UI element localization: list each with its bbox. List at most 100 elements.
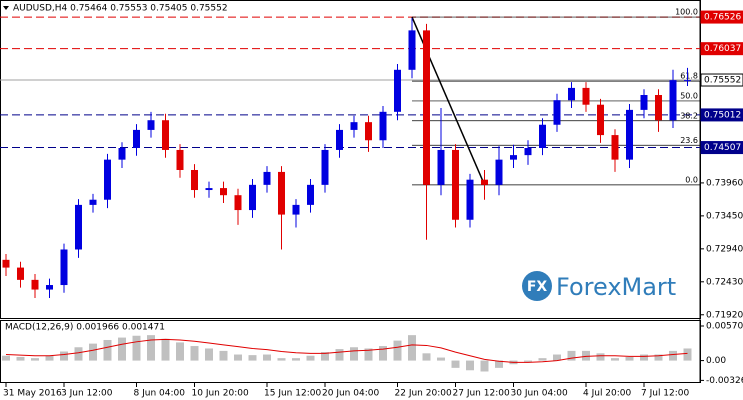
macd-bar <box>408 335 416 361</box>
macd-bar <box>248 355 257 361</box>
macd-bar <box>553 354 561 361</box>
macd-bar <box>582 350 590 361</box>
price-label: 0.76037 <box>704 44 741 54</box>
macd-bar <box>277 358 286 361</box>
candle-body <box>510 155 517 160</box>
candle-body <box>423 30 430 185</box>
macd-bar <box>538 358 547 361</box>
candle-body <box>611 135 619 160</box>
candle-body <box>524 148 532 156</box>
candle-body <box>17 267 24 280</box>
watermark: FX ForexMart <box>522 271 676 301</box>
x-tick-label: 4 Jul 20:00 <box>583 389 632 399</box>
price-label: 0.75552 <box>704 76 741 86</box>
candle-body <box>60 249 68 286</box>
candle-body <box>539 124 546 149</box>
candle-body <box>466 179 474 220</box>
fib-label: 61.8 <box>680 72 698 81</box>
macd-bar <box>190 346 199 361</box>
candle-body <box>133 129 140 149</box>
macd-bar <box>74 347 83 361</box>
macd-bar <box>292 358 300 361</box>
macd-bar <box>234 354 242 361</box>
macd-bar <box>60 351 68 361</box>
chart-title: AUDUSD,H4 0.75464 0.75553 0.75405 0.7555… <box>13 4 228 14</box>
y-tick-label: 0.73450 <box>706 211 743 221</box>
macd-bar <box>219 350 228 361</box>
candle-body <box>292 204 300 215</box>
candle-body <box>234 195 242 211</box>
macd-bar <box>393 340 402 361</box>
main-panel <box>0 0 701 319</box>
candle-body <box>394 69 401 112</box>
macd-bar <box>640 354 648 361</box>
x-tick-label: 10 Jun 20:00 <box>192 389 249 399</box>
signal-line <box>5 338 688 363</box>
price-label-box <box>700 108 743 122</box>
fib-label: 100.0 <box>675 8 698 17</box>
macd-bar <box>451 360 460 368</box>
macd-bar <box>364 348 373 361</box>
y-tick-label: 0.005708 <box>706 322 743 332</box>
candle-body <box>220 188 227 196</box>
macd-bar <box>147 335 155 361</box>
macd-bar <box>495 360 503 368</box>
fib-label: 23.6 <box>680 136 698 145</box>
candle-body <box>176 149 184 170</box>
macd-bar <box>2 355 10 361</box>
x-tick-label: 30 Jun 04:00 <box>511 389 568 399</box>
macd-bar <box>45 355 54 361</box>
candle-body <box>582 87 590 105</box>
candle-body <box>597 104 604 136</box>
candle-body <box>118 148 126 160</box>
x-tick-label: 31 May 2016 <box>3 389 62 399</box>
price-label: 0.76526 <box>704 13 741 23</box>
macd-bar <box>654 354 663 361</box>
candle-body <box>365 122 372 141</box>
macd-bar <box>437 357 445 361</box>
watermark-logo <box>522 271 552 301</box>
candle-body <box>263 171 271 185</box>
candle-body <box>336 129 343 150</box>
candle-body <box>162 120 169 150</box>
macd-bar <box>335 349 344 361</box>
candle-body <box>75 204 82 250</box>
watermark-icon: FX <box>527 279 548 295</box>
fib-label: 50.0 <box>680 91 698 100</box>
macd-bar <box>132 335 141 361</box>
candle-body <box>452 149 459 220</box>
macd-bar <box>379 346 387 361</box>
candle-body <box>46 285 53 290</box>
candle-body <box>147 120 155 130</box>
y-tick-label: 0.73960 <box>706 178 743 188</box>
macd-bar <box>524 360 532 362</box>
macd-bar <box>103 339 112 361</box>
candle-body <box>307 184 314 205</box>
candle-body <box>553 100 561 125</box>
macd-bar <box>306 355 315 361</box>
macd-bar <box>567 350 576 361</box>
candle-body <box>495 159 503 185</box>
macd-bar <box>321 352 329 361</box>
watermark-text: ForexMart <box>556 273 676 301</box>
candle-body <box>321 149 329 185</box>
candle-body <box>481 179 488 185</box>
candle-body <box>278 171 285 215</box>
candle-body <box>437 149 445 185</box>
y-tick-label: -0.003269 <box>706 376 743 386</box>
candle-body <box>626 109 633 160</box>
price-label-box <box>700 10 743 24</box>
macd-bar <box>161 338 170 361</box>
macd-bar <box>31 358 39 361</box>
price-label-box <box>700 73 743 87</box>
candle-body <box>249 184 256 211</box>
fib-label: 0.0 <box>685 175 698 184</box>
y-tick-label: 0.72940 <box>706 244 743 254</box>
macd-bar <box>611 358 619 361</box>
candle-body <box>89 199 97 205</box>
x-tick-label: 7 Jul 12:00 <box>641 389 690 399</box>
macd-bar <box>89 343 97 361</box>
macd-bar <box>596 353 605 361</box>
